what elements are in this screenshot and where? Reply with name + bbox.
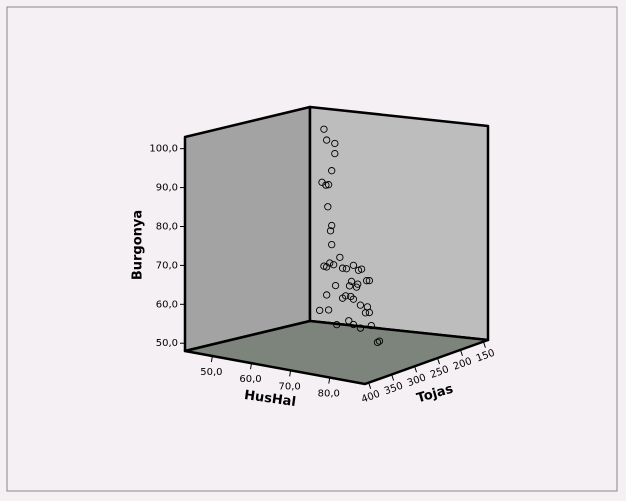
point: [331, 281, 340, 290]
x-tick-label: 50,0: [200, 367, 222, 378]
floor: [183, 319, 490, 386]
point: [365, 276, 374, 285]
point: [329, 261, 338, 269]
point: [324, 306, 333, 314]
point: [349, 295, 358, 303]
point: [349, 261, 358, 269]
point: [347, 292, 355, 301]
point: [375, 337, 384, 345]
y-tick-label: 100,0: [149, 144, 178, 155]
point: [345, 282, 354, 290]
x-tick: [328, 377, 331, 384]
point: [365, 308, 374, 317]
point: [331, 139, 339, 148]
y-axis-title: Burgonya: [131, 210, 146, 280]
z-tick: [414, 366, 418, 373]
y-tick-label: 70,0: [156, 260, 178, 271]
point: [373, 338, 382, 347]
point: [323, 136, 331, 144]
point: [356, 324, 365, 332]
x-axis-title: HusHal: [243, 388, 297, 410]
x-tick-label: 70,0: [279, 381, 301, 392]
point: [323, 263, 331, 271]
point: [357, 265, 366, 273]
x-tick-label: 60,0: [239, 374, 261, 385]
y-tick-label: 80,0: [156, 221, 178, 232]
point: [316, 306, 324, 315]
point: [349, 320, 358, 329]
z-tick: [437, 357, 440, 365]
x-tick: [289, 370, 292, 377]
y-tick-label: 60,0: [156, 299, 178, 310]
x-tick: [210, 355, 213, 363]
point: [347, 277, 356, 286]
point: [361, 309, 370, 317]
point: [333, 321, 341, 329]
point: [338, 264, 347, 272]
back-wall: [308, 105, 490, 342]
z-tick: [459, 349, 463, 357]
point: [354, 280, 362, 288]
point: [324, 203, 332, 211]
point: [362, 277, 371, 285]
left-wall: [183, 105, 312, 353]
point: [324, 181, 333, 189]
point: [356, 301, 365, 309]
y-tick-label: 90,0: [156, 183, 178, 194]
point: [328, 221, 336, 230]
point: [331, 149, 339, 158]
point: [367, 321, 375, 330]
point: [338, 294, 347, 302]
point: [328, 240, 336, 249]
z-tick: [391, 374, 395, 381]
point: [345, 317, 353, 325]
point: [322, 181, 330, 189]
point: [342, 265, 351, 273]
point: [320, 125, 328, 133]
x-tick-label: 80,0: [318, 389, 340, 400]
z-tick: [368, 382, 372, 389]
y-tick-label: 50,0: [156, 338, 178, 349]
point: [320, 262, 328, 270]
point: [328, 167, 336, 175]
x-tick: [250, 363, 253, 370]
point: [336, 253, 344, 262]
point: [354, 266, 363, 274]
z-tick: [482, 341, 486, 348]
point: [326, 227, 335, 235]
point: [323, 291, 331, 299]
